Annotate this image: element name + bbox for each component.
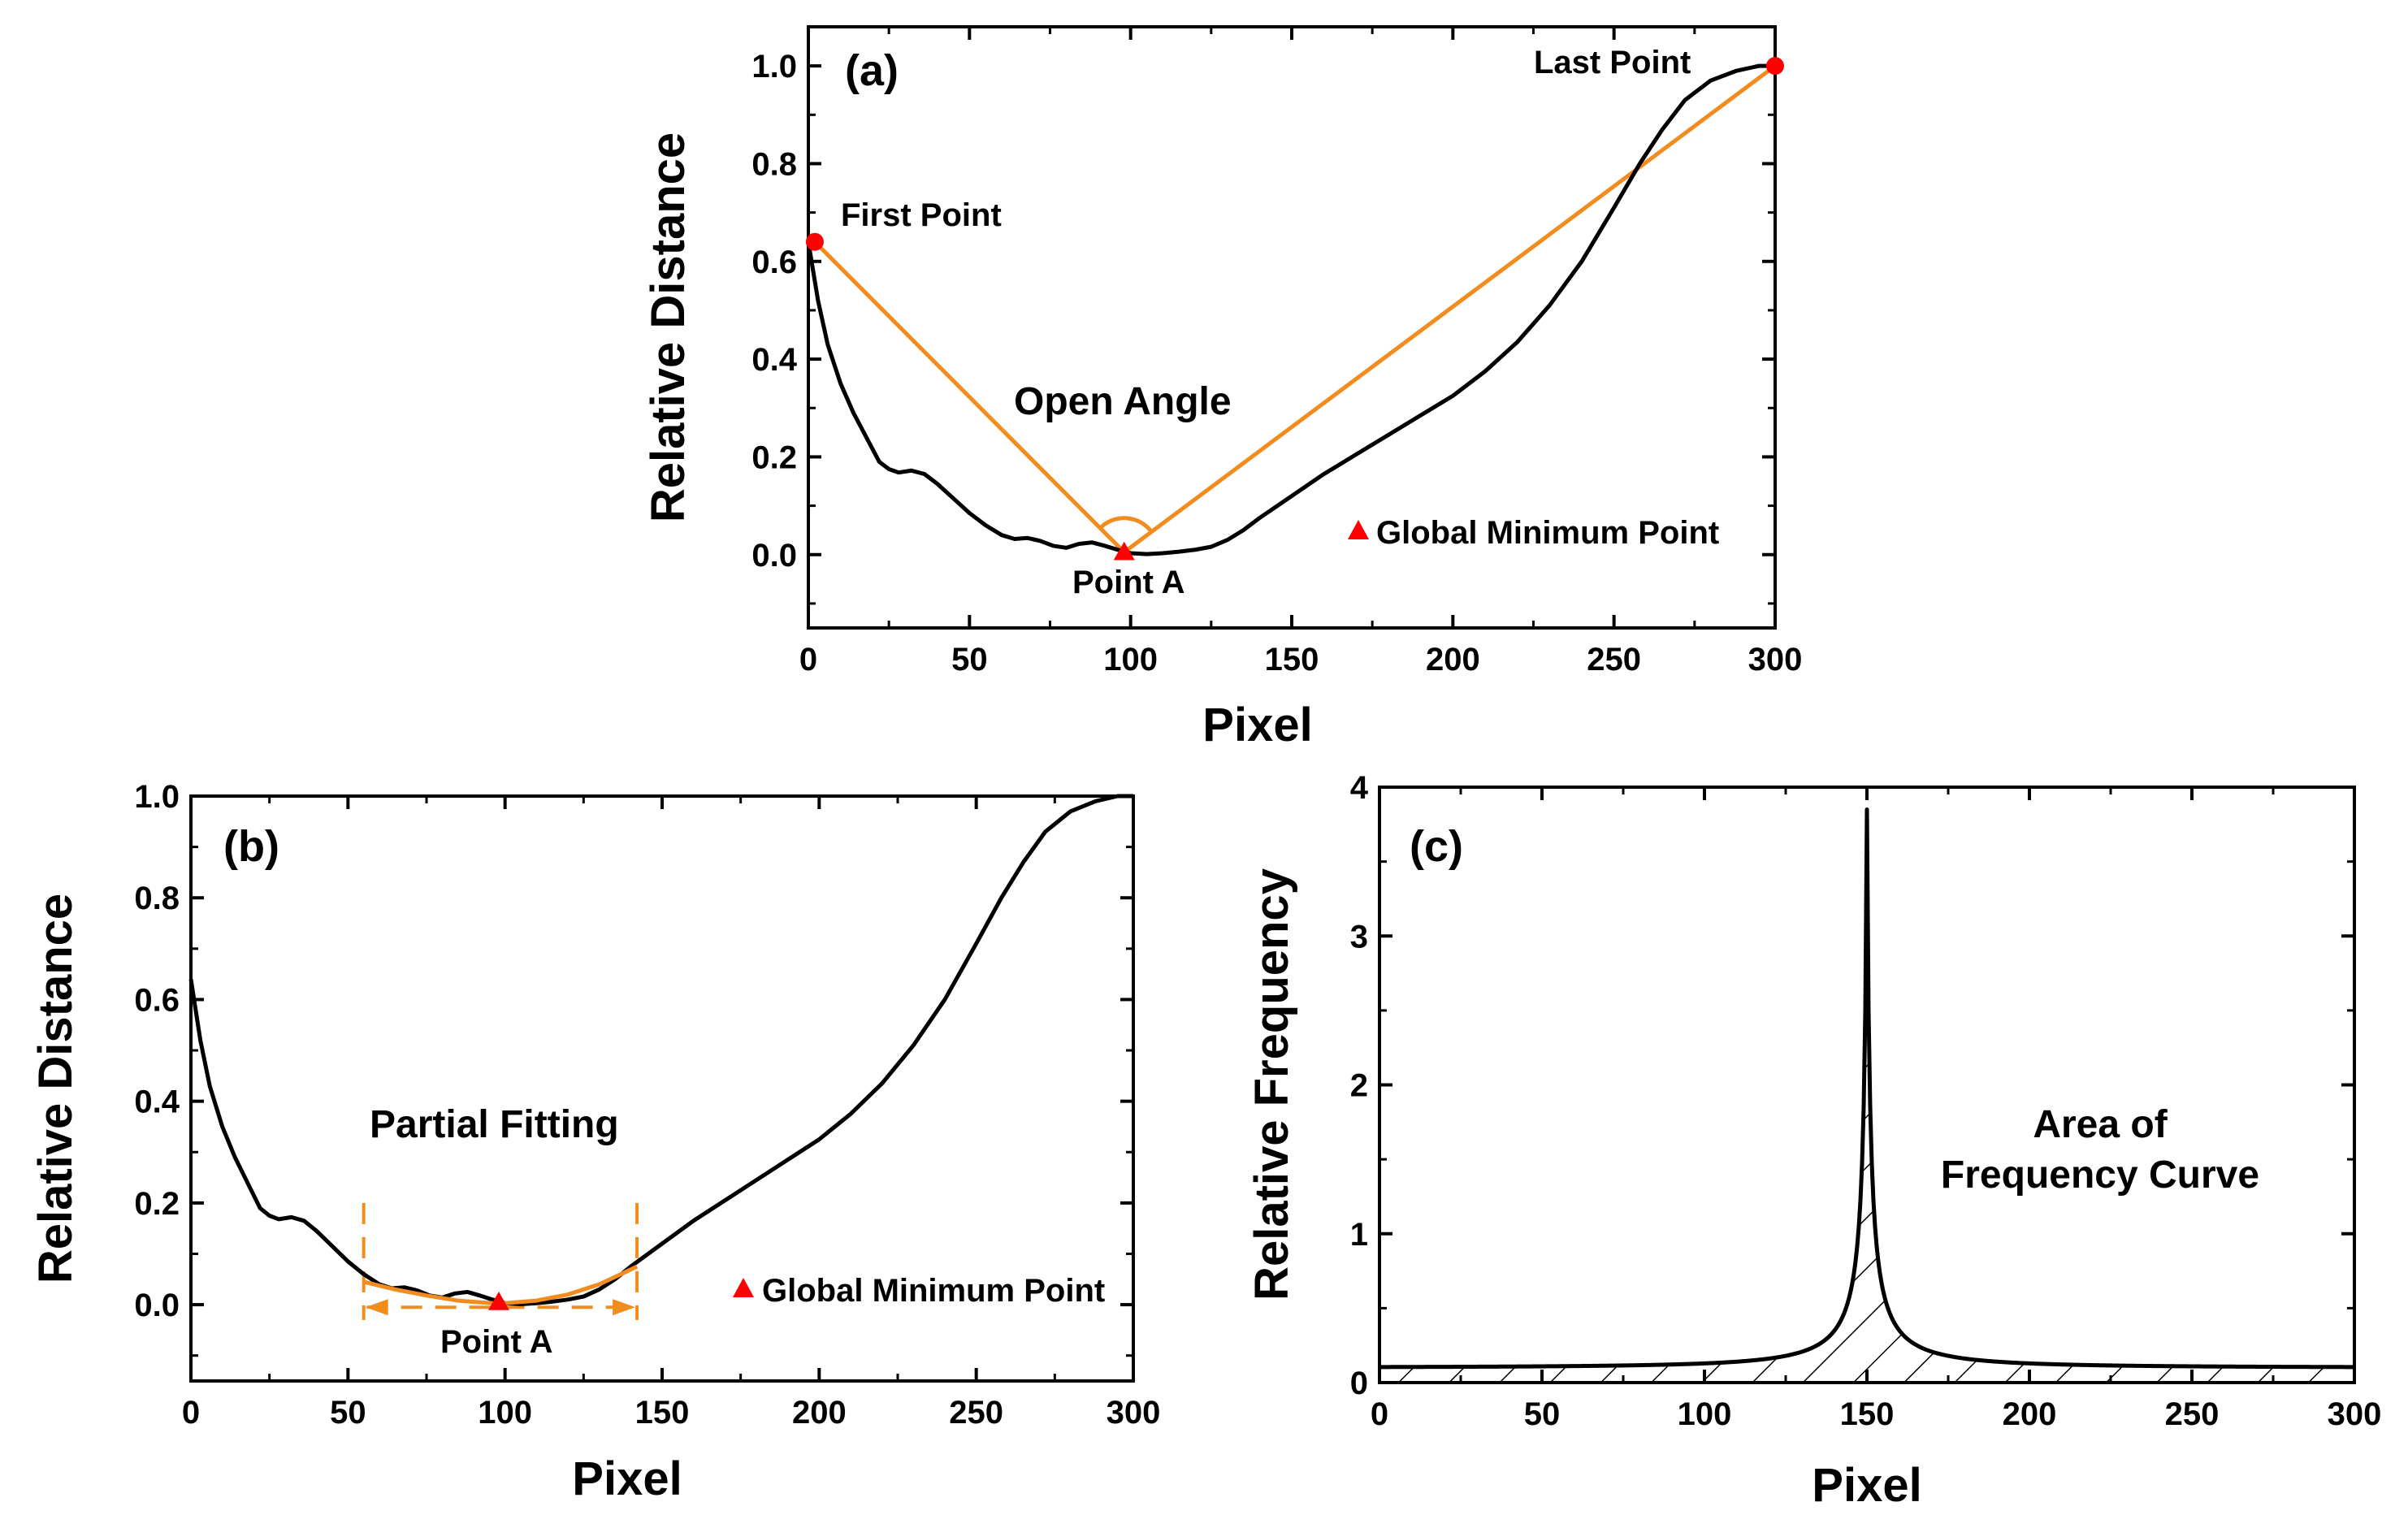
panel-b: 0 50 100 150 200 250 300 0.0 0.2 0.4 0.6 0.8 1.0 (b… bbox=[29, 779, 1160, 1505]
panel-c-area-label-line2: Frequency Curve bbox=[1941, 1154, 2259, 1197]
y-tick-label: 0.2 bbox=[134, 1186, 180, 1222]
x-tick-label: 200 bbox=[2003, 1396, 2057, 1432]
panel-a-first-point-label: First Point bbox=[841, 197, 1002, 233]
x-tick-label: 200 bbox=[1426, 642, 1480, 677]
panel-a-x-ticks: 0 50 100 150 200 250 300 bbox=[799, 27, 1803, 677]
x-tick-label: 0 bbox=[1371, 1396, 1388, 1432]
panel-a-open-angle-label: Open Angle bbox=[1014, 380, 1232, 423]
y-tick-label: 0.8 bbox=[751, 146, 797, 182]
y-tick-label: 0 bbox=[1350, 1366, 1368, 1401]
panel-a-open-angle-arc bbox=[1098, 516, 1154, 534]
panel-b-label: (b) bbox=[223, 822, 279, 871]
panel-a-last-point-label: Last Point bbox=[1534, 45, 1691, 80]
panel-a-point-a-label: Point A bbox=[1072, 565, 1185, 600]
y-tick-label: 4 bbox=[1350, 770, 1369, 806]
panel-a-legend-triangle-icon bbox=[1348, 520, 1369, 539]
x-tick-label: 150 bbox=[1840, 1396, 1895, 1432]
panel-b-y-axis-label: Relative Distance bbox=[29, 894, 82, 1283]
x-tick-label: 50 bbox=[1524, 1396, 1561, 1432]
x-tick-label: 100 bbox=[478, 1395, 532, 1431]
x-tick-label: 250 bbox=[949, 1395, 1003, 1431]
x-tick-label: 250 bbox=[1587, 642, 1641, 677]
panel-c-x-ticks: 0 50 100 150 200 250 300 bbox=[1371, 787, 2382, 1432]
panel-a-label: (a) bbox=[845, 46, 899, 95]
panel-c-y-ticks: 0 1 2 3 4 bbox=[1350, 770, 2354, 1401]
x-tick-label: 300 bbox=[1748, 642, 1803, 677]
panel-b-legend-label: Global Minimum Point bbox=[762, 1273, 1105, 1309]
x-tick-label: 50 bbox=[330, 1395, 366, 1431]
panel-c-area-label-line1: Area of bbox=[2033, 1103, 2168, 1146]
y-tick-label: 1 bbox=[1350, 1217, 1368, 1253]
panel-c-x-axis-label: Pixel bbox=[1812, 1459, 1921, 1512]
x-tick-label: 100 bbox=[1103, 642, 1158, 677]
fit-range-right-arrow-icon bbox=[613, 1299, 636, 1316]
x-tick-label: 150 bbox=[635, 1395, 690, 1431]
panel-c-frequency-curve bbox=[1379, 807, 2355, 1370]
x-tick-label: 300 bbox=[2328, 1396, 2382, 1432]
panel-c: 0 50 100 150 200 250 300 0 1 2 3 4 (c) Area of Fre… bbox=[1245, 770, 2381, 1512]
panel-b-legend-triangle-icon bbox=[733, 1278, 754, 1297]
y-tick-label: 0.6 bbox=[751, 245, 797, 280]
x-tick-label: 0 bbox=[182, 1395, 200, 1431]
x-tick-label: 0 bbox=[799, 642, 817, 677]
y-tick-label: 0.8 bbox=[134, 881, 180, 916]
panel-b-point-a-label: Point A bbox=[440, 1324, 553, 1360]
panel-c-y-axis-label: Relative Frequency bbox=[1245, 868, 1298, 1301]
y-tick-label: 0.2 bbox=[751, 439, 797, 475]
panel-a-point-a-marker bbox=[1113, 541, 1135, 561]
panel-b-distance-curve bbox=[188, 794, 1133, 1306]
panel-a-legend-label: Global Minimum Point bbox=[1376, 515, 1719, 551]
fit-range-left-arrow-icon bbox=[365, 1299, 388, 1316]
panel-b-partial-fitting-label: Partial Fitting bbox=[370, 1103, 619, 1146]
panel-b-fit-range bbox=[362, 1202, 639, 1320]
panel-c-label: (c) bbox=[1410, 822, 1463, 871]
panel-a-distance-curve bbox=[806, 63, 1775, 556]
x-tick-label: 200 bbox=[792, 1395, 847, 1431]
x-tick-label: 100 bbox=[1678, 1396, 1732, 1432]
y-tick-label: 0.4 bbox=[751, 342, 797, 378]
y-tick-label: 1.0 bbox=[751, 49, 797, 84]
y-tick-label: 2 bbox=[1350, 1068, 1368, 1104]
panel-a-last-point-marker bbox=[1766, 57, 1784, 76]
y-tick-label: 0.0 bbox=[134, 1288, 180, 1323]
panel-a: 0 50 100 150 200 250 300 0.0 0.2 0.4 0.6 0.8 1.0 (a… bbox=[642, 25, 1803, 751]
panel-b-point-a-marker bbox=[487, 1291, 509, 1310]
y-tick-label: 3 bbox=[1350, 919, 1368, 954]
panel-a-open-angle-lines bbox=[813, 64, 1777, 555]
panel-c-hatched-area bbox=[1379, 809, 2354, 1383]
panel-b-x-ticks: 0 50 100 150 200 250 300 bbox=[182, 796, 1161, 1431]
y-tick-label: 0.4 bbox=[134, 1084, 180, 1120]
y-tick-label: 1.0 bbox=[134, 779, 180, 815]
panel-b-y-ticks: 0.0 0.2 0.4 0.6 0.8 1.0 bbox=[134, 779, 1133, 1357]
panel-a-y-ticks: 0.0 0.2 0.4 0.6 0.8 1.0 bbox=[751, 49, 1775, 605]
panel-a-y-axis-label: Relative Distance bbox=[642, 132, 695, 522]
x-tick-label: 50 bbox=[951, 642, 988, 677]
x-tick-label: 300 bbox=[1107, 1395, 1161, 1431]
panel-a-x-axis-label: Pixel bbox=[1202, 699, 1312, 751]
y-tick-label: 0.0 bbox=[751, 538, 797, 574]
y-tick-label: 0.6 bbox=[134, 982, 180, 1018]
x-tick-label: 250 bbox=[2165, 1396, 2220, 1432]
panel-b-x-axis-label: Pixel bbox=[572, 1452, 682, 1505]
panel-a-first-point-marker bbox=[805, 232, 824, 251]
x-tick-label: 150 bbox=[1265, 642, 1319, 677]
